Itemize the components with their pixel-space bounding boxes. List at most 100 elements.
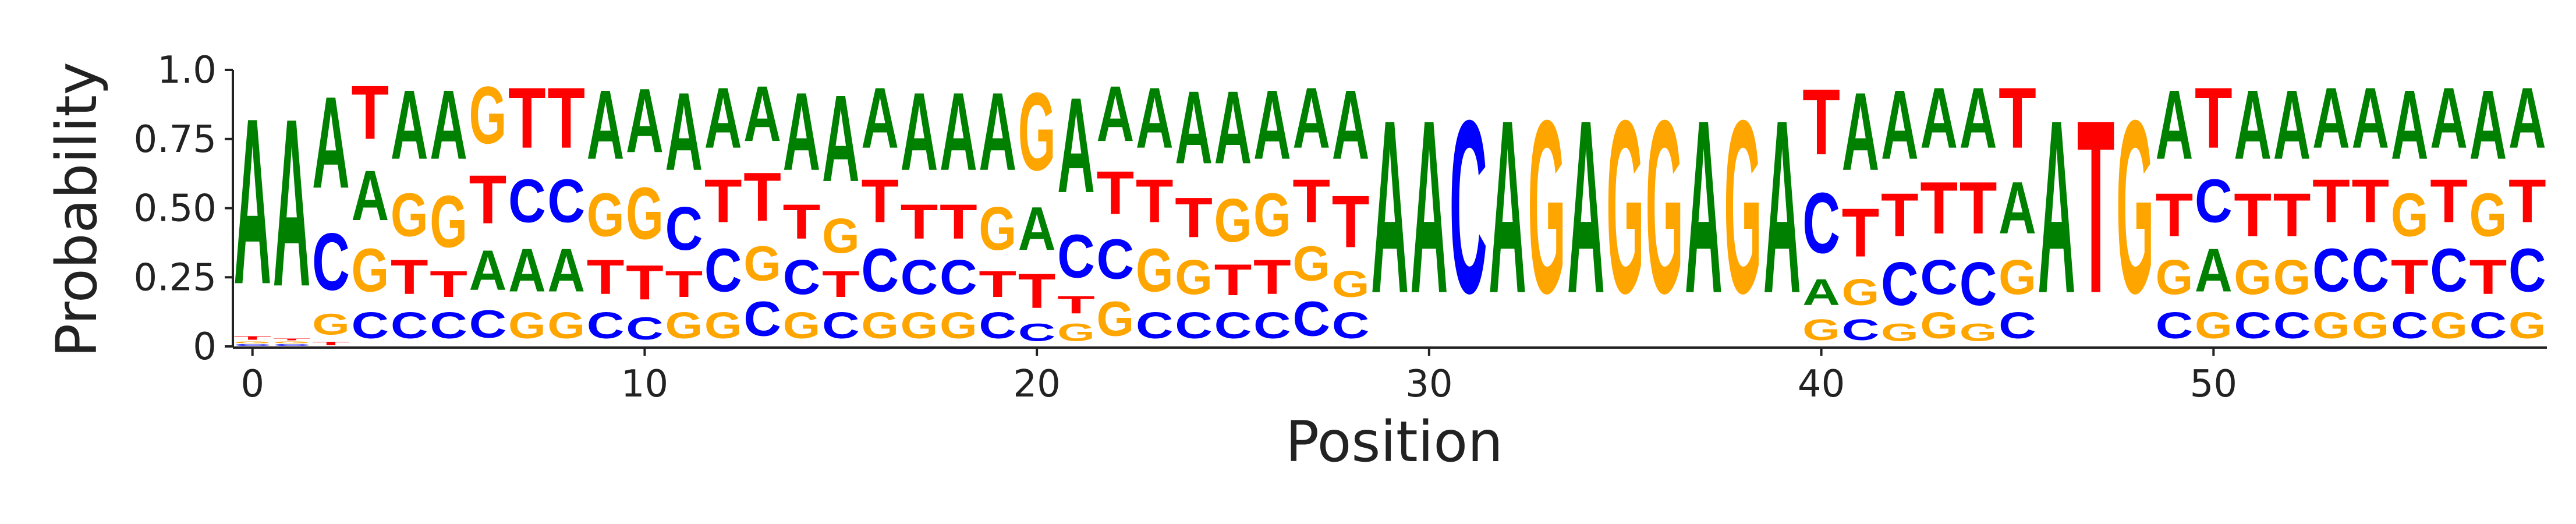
logo-letter-a: A <box>1489 69 1526 344</box>
logo-letter-g: G <box>2116 68 2154 345</box>
logo-letter-a: A <box>2351 69 2389 166</box>
logo-letter-a: A <box>2469 69 2507 180</box>
plot-area: CGTACGTATGCACGATCTGACTGACATGGACTGACTCTGA… <box>233 68 2546 346</box>
logo-letter-c: C <box>312 216 350 307</box>
logo-letter-a: A <box>273 70 311 337</box>
logo-letter-g: G <box>391 181 428 250</box>
logo-letter-c: C <box>430 305 467 346</box>
logo-letter-t: T <box>2273 180 2311 249</box>
logo-letter-c: C <box>273 344 311 346</box>
logo-letter-g: G <box>861 305 899 346</box>
logo-letter-g: G <box>704 305 742 346</box>
logo-letter-a: A <box>2508 69 2546 166</box>
logo-letter-a: A <box>233 69 271 334</box>
logo-letter-t: T <box>312 341 350 346</box>
logo-letter-c: C <box>1253 305 1291 346</box>
logo-letter-t: T <box>351 70 389 155</box>
logo-letter-g: G <box>940 305 977 346</box>
logo-letter-g: G <box>351 236 389 305</box>
logo-letter-g: G <box>665 305 703 346</box>
logo-letter-t: T <box>469 161 507 238</box>
logo-letter-a: A <box>2273 69 2311 180</box>
logo-letter-g: G <box>1018 70 1056 194</box>
logo-letter-c: C <box>1881 249 1919 318</box>
logo-letter-a: A <box>979 69 1016 194</box>
axes: 0 0.25 0.50 0.75 1.0 0 10 20 30 40 50 <box>134 49 2547 406</box>
logo-letter-c: C <box>587 305 625 346</box>
logo-letter-c: C <box>704 235 742 305</box>
logo-letter-a: A <box>1685 69 1723 344</box>
logo-letter-g: G <box>626 172 664 254</box>
logo-letter-g: G <box>233 341 271 344</box>
logo-letter-g: G <box>2312 305 2350 346</box>
logo-letter-t: T <box>1332 180 1370 263</box>
logo-letter-a: A <box>1175 69 1213 186</box>
logo-letter-c: C <box>665 194 703 263</box>
logo-letter-g: G <box>1057 318 1095 346</box>
logo-letter-c: C <box>351 305 389 346</box>
logo-letter-c: C <box>1450 69 1487 344</box>
logo-letter-g: G <box>822 208 860 263</box>
logo-letter-c: C <box>1018 319 1056 346</box>
logo-letter-g: G <box>743 236 781 291</box>
logo-letter-c: C <box>1920 250 1958 305</box>
logo-letter-g: G <box>2234 249 2272 305</box>
logo-letter-t: T <box>822 263 860 305</box>
logo-letter-g: G <box>1253 181 1291 250</box>
logo-letter-c: C <box>861 235 899 305</box>
logo-letter-t: T <box>2195 70 2233 167</box>
logo-letter-a: A <box>743 70 781 158</box>
logo-letter-t: T <box>587 250 625 305</box>
y-tick-label: 0.75 <box>134 118 217 161</box>
logo-letter-g: G <box>1724 68 1762 345</box>
logo-letter-a: A <box>1842 69 1880 194</box>
logo-letter-c: C <box>2156 305 2194 346</box>
logo-letter-t: T <box>2077 69 2115 345</box>
logo-letter-a: A <box>1332 69 1370 180</box>
logo-letter-c: C <box>1960 249 1997 318</box>
logo-letter-t: T <box>2430 167 2468 236</box>
logo-letter-a: A <box>822 70 860 208</box>
logo-letter-g: G <box>1136 236 1174 305</box>
logo-letter-t: T <box>430 263 467 305</box>
logo-letter-c: C <box>547 167 585 236</box>
logo-letter-g: G <box>1881 318 1919 346</box>
x-tick-label: 50 <box>2190 363 2237 406</box>
logo-letter-t: T <box>1999 70 2036 167</box>
logo-letter-c: C <box>1292 291 1330 346</box>
logo-letter-t: T <box>1920 167 1958 249</box>
logo-letter-a: A <box>901 69 938 194</box>
logo-letter-c: C <box>2312 235 2350 305</box>
logo-letter-g: G <box>469 70 507 161</box>
logo-letter-a: A <box>508 235 546 305</box>
logo-letter-a: A <box>430 69 467 180</box>
logo-letter-g: G <box>1097 291 1135 346</box>
logo-letter-c: C <box>1175 305 1213 346</box>
logo-letter-c: C <box>1802 175 1840 271</box>
logo-letter-g: G <box>2156 249 2194 305</box>
logo-letter-a: A <box>2156 69 2194 180</box>
logo-letter-c: C <box>901 250 938 305</box>
logo-letter-a: A <box>1097 70 1135 158</box>
logo-letter-g: G <box>2273 249 2311 305</box>
logo-letter-t: T <box>273 338 311 341</box>
y-tick-label: 0.25 <box>134 256 217 299</box>
logo-letter-t: T <box>626 256 664 311</box>
y-tick-label: 1.0 <box>157 49 217 92</box>
logo-letter-g: G <box>2508 305 2546 346</box>
logo-letter-c: C <box>2391 305 2429 346</box>
x-tick-label: 40 <box>1798 363 1845 406</box>
logo-letter-t: T <box>1057 291 1095 318</box>
logo-letter-c: C <box>940 250 977 305</box>
logo-letter-a: A <box>1802 272 1840 313</box>
logo-letter-t: T <box>2391 250 2429 305</box>
logo-letter-c: C <box>1057 222 1095 291</box>
logo-letter-g: G <box>508 305 546 346</box>
logo-letter-a: A <box>469 238 507 302</box>
logo-letter-c: C <box>1136 305 1174 346</box>
logo-letter-c: C <box>1999 305 2036 346</box>
logo-letter-t: T <box>940 194 977 250</box>
logo-letter-t: T <box>391 250 428 305</box>
logo-letter-g: G <box>2469 181 2507 250</box>
